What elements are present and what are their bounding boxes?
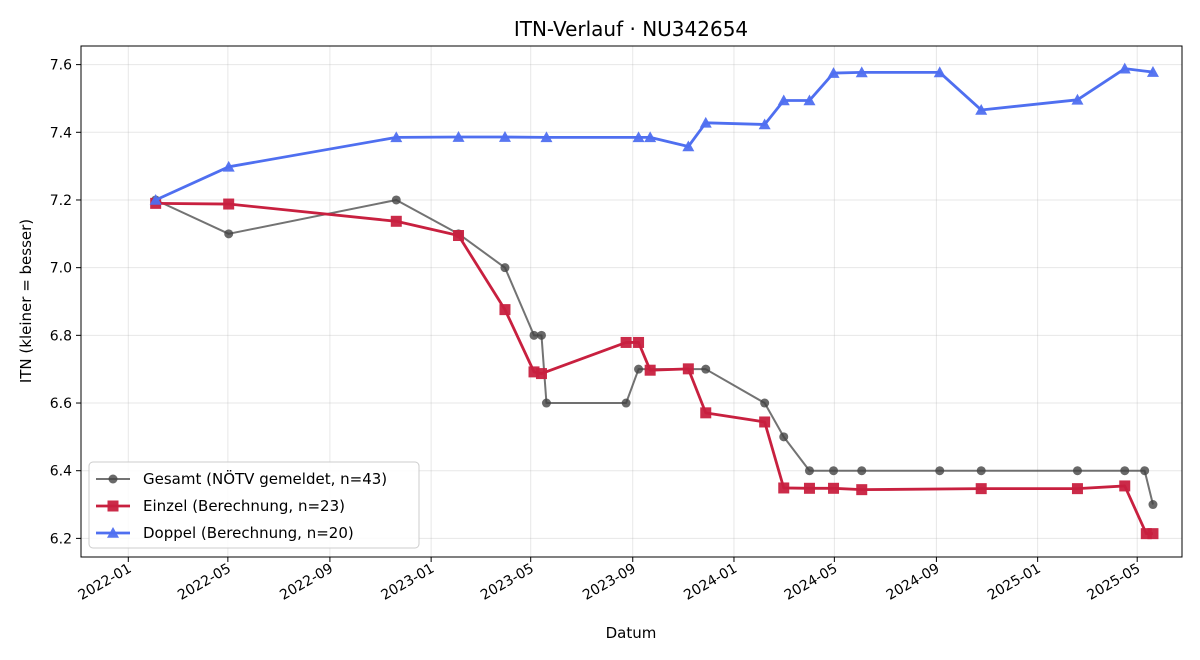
series-triangle xyxy=(149,62,1159,205)
data-point xyxy=(759,416,771,428)
y-tick-label: 6.6 xyxy=(50,396,72,412)
data-point xyxy=(499,304,511,316)
y-tick-label: 7.4 xyxy=(50,125,72,141)
chart-title: ITN-Verlauf · NU342654 xyxy=(514,17,748,41)
data-point xyxy=(935,466,945,476)
legend-label: Doppel (Berechnung, n=20) xyxy=(143,524,354,542)
data-point xyxy=(500,263,510,273)
data-point xyxy=(1140,466,1150,476)
series-layer xyxy=(149,62,1159,540)
legend-swatch-marker xyxy=(107,500,119,512)
data-point xyxy=(803,94,816,106)
data-point xyxy=(1140,528,1152,540)
data-point xyxy=(1146,66,1159,77)
y-tick-label: 6.4 xyxy=(50,464,72,480)
data-point xyxy=(758,118,771,130)
data-point xyxy=(390,131,403,143)
legend-label: Gesamt (NÖTV gemeldet, n=43) xyxy=(143,469,387,488)
data-point xyxy=(682,140,695,152)
legend-swatch-marker xyxy=(107,527,119,538)
y-tick-label: 7.6 xyxy=(50,58,72,74)
data-point xyxy=(453,230,465,242)
data-point xyxy=(149,193,162,205)
plot-frame xyxy=(80,45,1183,558)
series-circle xyxy=(151,195,1158,510)
data-point xyxy=(540,131,553,143)
data-point xyxy=(1071,483,1083,495)
data-point xyxy=(856,484,868,496)
data-point xyxy=(804,466,814,476)
data-point xyxy=(633,336,645,348)
y-tick-label: 7.0 xyxy=(50,261,72,277)
y-tick-label: 6.8 xyxy=(50,328,72,344)
data-point xyxy=(975,103,988,115)
data-point xyxy=(535,368,547,380)
y-axis-label: ITN (kleiner = besser) xyxy=(17,219,35,383)
data-point xyxy=(829,466,839,476)
data-point xyxy=(632,131,645,143)
legend-swatch-marker xyxy=(108,474,118,484)
data-point xyxy=(390,215,402,227)
data-point xyxy=(976,466,986,476)
data-point xyxy=(1071,93,1084,105)
series-line xyxy=(155,198,1154,505)
data-point xyxy=(777,94,790,106)
data-point xyxy=(224,229,234,239)
data-point xyxy=(529,330,539,340)
legend-label: Einzel (Berechnung, n=23) xyxy=(143,497,345,515)
data-point xyxy=(644,131,657,143)
data-point xyxy=(778,482,790,494)
data-point xyxy=(701,364,711,374)
data-point xyxy=(857,466,867,476)
data-point xyxy=(223,198,235,210)
data-point xyxy=(699,116,712,128)
y-tick-label: 6.2 xyxy=(50,531,72,547)
x-axis-label: Datum xyxy=(606,624,657,642)
data-point xyxy=(498,131,511,142)
series-line xyxy=(155,201,1153,536)
y-axis: 6.2 6.4 6.6 6.8 7.0 7.2 7.4 7.6 xyxy=(50,58,81,547)
data-point xyxy=(222,160,235,172)
data-point xyxy=(855,66,868,78)
data-point xyxy=(803,482,815,494)
data-point xyxy=(1072,466,1082,476)
series-line xyxy=(155,67,1154,202)
data-point xyxy=(1148,500,1158,510)
data-point xyxy=(536,330,546,340)
data-point xyxy=(828,482,840,494)
data-point xyxy=(933,66,946,78)
data-point xyxy=(700,407,712,419)
y-tick-label: 7.2 xyxy=(50,193,72,209)
data-point xyxy=(452,131,465,142)
series-square xyxy=(150,197,1159,540)
data-point xyxy=(541,398,551,408)
data-point xyxy=(620,336,632,348)
data-point xyxy=(634,364,644,374)
data-point xyxy=(528,366,540,378)
data-point xyxy=(644,364,656,376)
data-point xyxy=(1119,480,1131,492)
data-point xyxy=(1118,62,1131,74)
data-point xyxy=(682,363,694,375)
data-point xyxy=(391,195,401,205)
data-point xyxy=(621,398,631,408)
data-point xyxy=(827,67,840,78)
data-point xyxy=(779,432,789,442)
data-point xyxy=(975,483,987,495)
data-point xyxy=(1147,528,1159,540)
data-point xyxy=(760,398,770,408)
legend: Gesamt (NÖTV gemeldet, n=43) Einzel (Bere… xyxy=(88,461,420,549)
data-point xyxy=(1120,466,1130,476)
legend-box xyxy=(88,461,420,549)
